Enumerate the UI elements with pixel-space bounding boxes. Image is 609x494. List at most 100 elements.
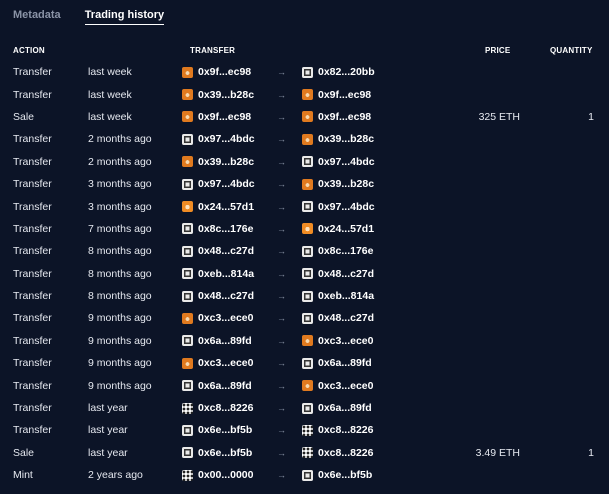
to-address-label: 0x97...4bdc (318, 200, 375, 213)
mono-avatar-icon (182, 133, 193, 145)
to-address[interactable]: 0x39...b28c (302, 178, 374, 190)
from-address[interactable]: 0xc8...8226 (182, 402, 253, 414)
mono-avatar-icon (302, 357, 313, 369)
from-address[interactable]: 0x9f...ec98 (182, 111, 251, 123)
table-row: Transfer 8 months ago 0x48...c27d → 0x8c...1… (0, 240, 609, 262)
from-address-label: 0x39...b28c (198, 88, 255, 101)
to-address[interactable]: 0x97...4bdc (302, 156, 375, 168)
mono-avatar-icon (302, 201, 313, 213)
table-row: Transfer last year 0xc8...8226 → 0x6a...89fd (0, 397, 609, 419)
mono-avatar-icon (302, 469, 313, 481)
fox-avatar-icon (302, 335, 313, 347)
to-address-label: 0x39...b28c (318, 133, 375, 146)
fox-avatar-icon (302, 111, 313, 123)
action-cell: Transfer (13, 312, 52, 325)
from-address-label: 0x48...c27d (198, 290, 255, 303)
to-address[interactable]: 0x39...b28c (302, 133, 374, 145)
action-cell: Sale (13, 110, 35, 123)
from-address-label: 0x8c...176e (198, 222, 254, 235)
arrow-right-icon: → (277, 246, 286, 257)
action-cell: Transfer (13, 178, 52, 191)
to-address[interactable]: 0x82...20bb (302, 66, 375, 78)
to-address-label: 0x6a...89fd (318, 402, 372, 415)
to-address[interactable]: 0x48...c27d (302, 268, 374, 280)
grid-avatar-icon (302, 447, 313, 459)
time-cell: last week (88, 110, 132, 123)
table-row: Sale last year 0x6e...bf5b → 0xc8...8226 3.49… (0, 442, 609, 464)
to-address[interactable]: 0xc8...8226 (302, 424, 373, 436)
arrow-right-icon: → (277, 470, 286, 481)
from-address[interactable]: 0xc3...ece0 (182, 312, 253, 324)
from-address[interactable]: 0x6a...89fd (182, 335, 252, 347)
from-address-label: 0x48...c27d (198, 245, 255, 258)
time-cell: last week (88, 66, 132, 79)
fox-avatar-icon (182, 357, 193, 369)
from-address[interactable]: 0x6e...bf5b (182, 424, 252, 436)
mono-avatar-icon (302, 66, 313, 78)
grid-avatar-icon (302, 424, 313, 436)
to-address[interactable]: 0xeb...814a (302, 290, 374, 302)
to-address[interactable]: 0x6a...89fd (302, 357, 372, 369)
time-cell: last year (88, 446, 128, 459)
to-address[interactable]: 0x6a...89fd (302, 402, 372, 414)
time-cell: last year (88, 402, 128, 415)
action-cell: Transfer (13, 379, 52, 392)
from-address[interactable]: 0x39...b28c (182, 156, 254, 168)
to-address[interactable]: 0x48...c27d (302, 312, 374, 324)
price-cell: 3.49 ETH (475, 446, 520, 459)
from-address[interactable]: 0xc3...ece0 (182, 357, 253, 369)
arrow-right-icon: → (277, 134, 286, 145)
from-address[interactable]: 0x9f...ec98 (182, 66, 251, 78)
from-address[interactable]: 0x24...57d1 (182, 201, 254, 213)
action-cell: Transfer (13, 267, 52, 280)
tab-trading-history[interactable]: Trading history (84, 9, 165, 25)
to-address[interactable]: 0xc8...8226 (302, 447, 373, 459)
table-row: Transfer 2 months ago 0x97...4bdc → 0x39...b… (0, 128, 609, 150)
mono-avatar-icon (182, 424, 193, 436)
from-address[interactable]: 0x97...4bdc (182, 133, 255, 145)
arrow-right-icon: → (277, 425, 286, 436)
arrow-right-icon: → (277, 156, 286, 167)
fox-avatar-icon (302, 178, 313, 190)
to-address-label: 0x48...c27d (318, 267, 375, 280)
from-address[interactable]: 0x6e...bf5b (182, 447, 252, 459)
to-address-label: 0x6e...bf5b (318, 469, 373, 482)
from-address[interactable]: 0x00...0000 (182, 469, 253, 481)
from-address[interactable]: 0xeb...814a (182, 268, 254, 280)
to-address[interactable]: 0x24...57d1 (302, 223, 374, 235)
mono-avatar-icon (182, 245, 193, 257)
to-address[interactable]: 0x6e...bf5b (302, 469, 372, 481)
to-address[interactable]: 0x97...4bdc (302, 201, 375, 213)
to-address-label: 0x97...4bdc (318, 155, 375, 168)
from-address[interactable]: 0x48...c27d (182, 290, 254, 302)
action-cell: Transfer (13, 334, 52, 347)
to-address-label: 0xc8...8226 (318, 446, 374, 459)
arrow-right-icon: → (277, 313, 286, 324)
mono-avatar-icon (302, 402, 313, 414)
to-address[interactable]: 0xc3...ece0 (302, 335, 373, 347)
action-cell: Transfer (13, 245, 52, 258)
tab-metadata[interactable]: Metadata (13, 9, 61, 21)
arrow-right-icon: → (277, 111, 286, 122)
to-address[interactable]: 0xc3...ece0 (302, 380, 373, 392)
from-address-label: 0xc8...8226 (198, 402, 254, 415)
table-row: Transfer 3 months ago 0x97...4bdc → 0x39...b… (0, 173, 609, 195)
table-row: Sale last week 0x9f...ec98 → 0x9f...ec98 325 … (0, 106, 609, 128)
to-address-label: 0xc8...8226 (318, 424, 374, 437)
time-cell: 2 months ago (88, 133, 152, 146)
from-address[interactable]: 0x6a...89fd (182, 380, 252, 392)
to-address[interactable]: 0x9f...ec98 (302, 111, 371, 123)
from-address[interactable]: 0x97...4bdc (182, 178, 255, 190)
to-address[interactable]: 0x8c...176e (302, 245, 373, 257)
fox-avatar-icon (182, 89, 193, 101)
trading-history-table: Transfer last week 0x9f...ec98 → 0x82...20bb… (0, 61, 609, 486)
from-address-label: 0x00...0000 (198, 469, 254, 482)
from-address[interactable]: 0x8c...176e (182, 223, 253, 235)
mono-avatar-icon (182, 290, 193, 302)
from-address[interactable]: 0x48...c27d (182, 245, 254, 257)
from-address[interactable]: 0x39...b28c (182, 89, 254, 101)
to-address[interactable]: 0x9f...ec98 (302, 89, 371, 101)
arrow-right-icon: → (277, 403, 286, 414)
action-cell: Transfer (13, 88, 52, 101)
from-address-label: 0x6a...89fd (198, 379, 252, 392)
